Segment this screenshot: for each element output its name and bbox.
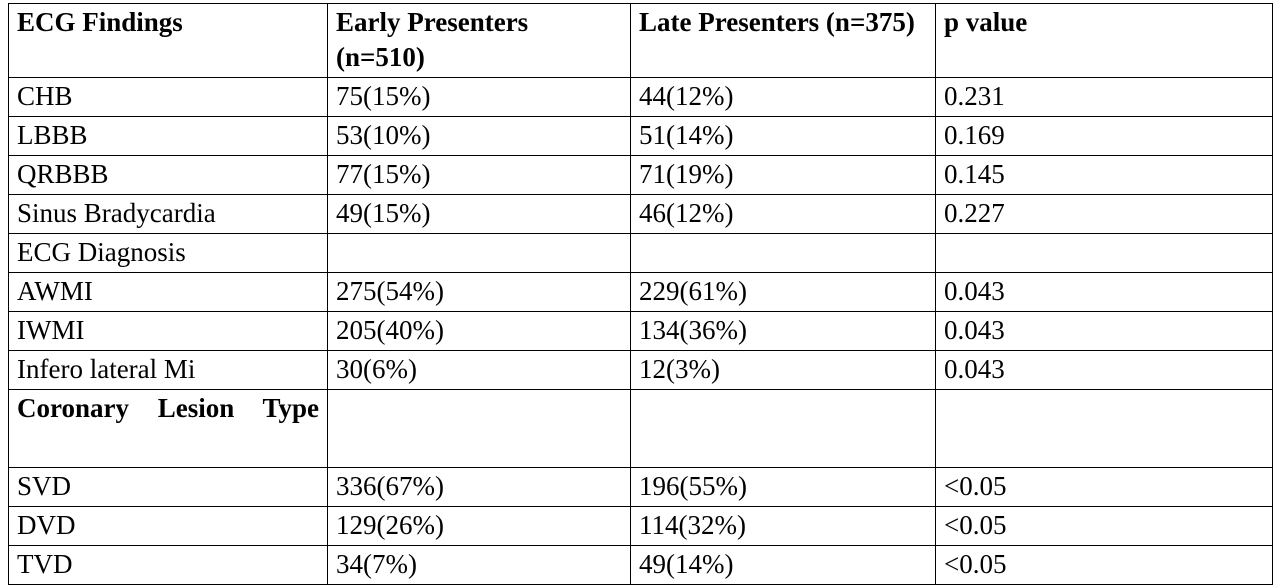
table-row: SVD 336(67%) 196(55%) <0.05 (8, 467, 1273, 507)
cell: 34(7%) (327, 545, 631, 585)
cell: 77(15%) (327, 155, 631, 195)
header-cell: p value (935, 3, 1273, 78)
row-label: Infero lateral Mi (8, 350, 328, 390)
table-row: ECG Diagnosis (8, 233, 1273, 273)
table-row: IWMI 205(40%) 134(36%) 0.043 (8, 311, 1273, 351)
cell: 46(12%) (630, 194, 936, 234)
header-cell: Early Presenters (n=510) (327, 3, 631, 78)
cell: 51(14%) (630, 116, 936, 156)
cell: 229(61%) (630, 272, 936, 312)
cell: 196(55%) (630, 467, 936, 507)
cell: 114(32%) (630, 506, 936, 546)
cell: 0.231 (935, 77, 1273, 117)
row-label: SVD (8, 467, 328, 507)
cell: <0.05 (935, 506, 1273, 546)
header-cell: ECG Findings (8, 3, 328, 78)
empty-cell (327, 389, 631, 468)
row-label: DVD (8, 506, 328, 546)
row-label: AWMI (8, 272, 328, 312)
row-label: Sinus Bradycardia (8, 194, 328, 234)
section-label: ECG Diagnosis (17, 237, 186, 267)
row-label: IWMI (8, 311, 328, 351)
table-row: TVD 34(7%) 49(14%) <0.05 (8, 545, 1273, 585)
row-label: QRBBB (8, 155, 328, 195)
cell: 275(54%) (327, 272, 631, 312)
cell: 44(12%) (630, 77, 936, 117)
header-row: ECG Findings Early Presenters (n=510) Late… (8, 3, 1273, 78)
cell: 12(3%) (630, 350, 936, 390)
table-body: CHB 75(15%) 44(12%) 0.231 LBBB 53(10%) 51(14%)… (8, 77, 1273, 585)
cell: 134(36%) (630, 311, 936, 351)
table-row: LBBB 53(10%) 51(14%) 0.169 (8, 116, 1273, 156)
cell: <0.05 (935, 545, 1273, 585)
empty-cell (327, 233, 631, 273)
table-row: AWMI 275(54%) 229(61%) 0.043 (8, 272, 1273, 312)
cell: 0.043 (935, 311, 1273, 351)
row-label: CHB (8, 77, 328, 117)
section-label: Coronary Lesion Type (17, 393, 319, 423)
findings-table: ECG Findings Early Presenters (n=510) Late… (8, 3, 1273, 585)
empty-cell (630, 389, 936, 468)
row-label: ECG Diagnosis (8, 233, 328, 273)
table-row: QRBBB 77(15%) 71(19%) 0.145 (8, 155, 1273, 195)
cell: 49(15%) (327, 194, 631, 234)
table-row: DVD 129(26%) 114(32%) <0.05 (8, 506, 1273, 546)
cell: 205(40%) (327, 311, 631, 351)
row-label: TVD (8, 545, 328, 585)
cell: 336(67%) (327, 467, 631, 507)
cell: 75(15%) (327, 77, 631, 117)
cell: 0.043 (935, 350, 1273, 390)
empty-cell (935, 389, 1273, 468)
cell: 71(19%) (630, 155, 936, 195)
table-row: Sinus Bradycardia 49(15%) 46(12%) 0.227 (8, 194, 1273, 234)
cell: 49(14%) (630, 545, 936, 585)
cell: <0.05 (935, 467, 1273, 507)
cell: 53(10%) (327, 116, 631, 156)
cell: 0.043 (935, 272, 1273, 312)
cell: 0.145 (935, 155, 1273, 195)
empty-cell (935, 233, 1273, 273)
cell: 0.227 (935, 194, 1273, 234)
row-label: LBBB (8, 116, 328, 156)
cell: 30(6%) (327, 350, 631, 390)
table-row: Coronary Lesion Type (8, 389, 1273, 468)
empty-cell (630, 233, 936, 273)
table-row: Infero lateral Mi 30(6%) 12(3%) 0.043 (8, 350, 1273, 390)
header-cell: Late Presenters (n=375) (630, 3, 936, 78)
row-label: Coronary Lesion Type (8, 389, 328, 468)
cell: 129(26%) (327, 506, 631, 546)
cell: 0.169 (935, 116, 1273, 156)
table-row: CHB 75(15%) 44(12%) 0.231 (8, 77, 1273, 117)
